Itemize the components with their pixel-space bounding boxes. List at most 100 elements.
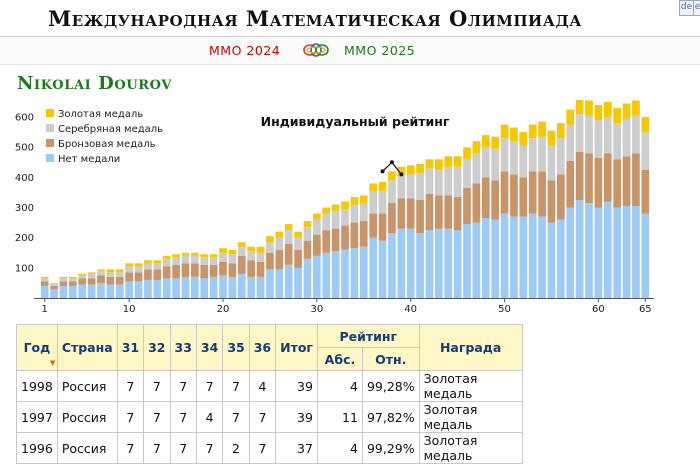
- bar-segment: [200, 264, 209, 279]
- bar-segment: [388, 180, 396, 203]
- participant-rank-point: [389, 160, 394, 165]
- bar-segment: [275, 249, 284, 270]
- bar-segment: [172, 278, 180, 298]
- bar-segment: [641, 169, 650, 214]
- bar-segment: [331, 228, 340, 252]
- bar-segment: [557, 174, 565, 220]
- bar-segment: [294, 249, 302, 268]
- table-row: 1997 Россия 7 7 7 4 7 7 39 11 97,82% Зол…: [16, 401, 523, 433]
- bar-segment: [209, 254, 218, 258]
- bar-segment: [162, 258, 171, 267]
- bar-segment: [491, 180, 500, 220]
- bar-segment: [463, 224, 471, 298]
- score-cell: 7: [195, 370, 224, 402]
- x-tick-label: 10: [123, 304, 136, 315]
- bar-segment: [331, 204, 340, 211]
- bar-segment: [322, 207, 331, 214]
- country-link[interactable]: Россия: [56, 370, 118, 402]
- language-en-button[interactable]: e: [693, 0, 700, 16]
- col-problem-36[interactable]: 36: [248, 324, 277, 371]
- language-de-button[interactable]: de: [679, 0, 694, 16]
- bar-segment: [341, 249, 349, 298]
- bar-segment: [491, 136, 500, 149]
- bar-segment: [622, 156, 631, 207]
- rank-rel-cell: 97,82%: [361, 401, 420, 433]
- col-problem-34[interactable]: 34: [195, 324, 224, 371]
- prev-olympiad-link[interactable]: ММО 2024: [209, 43, 281, 58]
- col-country[interactable]: Страна: [56, 324, 118, 371]
- bar-segment: [369, 190, 378, 214]
- country-link[interactable]: Россия: [56, 432, 118, 464]
- bar-segment: [481, 135, 490, 148]
- bar-segment: [557, 219, 565, 298]
- year-link[interactable]: 1997: [16, 401, 58, 433]
- bar-segment: [162, 255, 171, 259]
- x-tick-label: 65: [639, 304, 652, 315]
- bar-segment: [237, 242, 246, 247]
- imo-logo-icon[interactable]: [303, 42, 329, 62]
- bar-segment: [350, 196, 359, 205]
- col-award[interactable]: Награда: [418, 324, 523, 371]
- bar-segment: [172, 257, 180, 265]
- bar-segment: [181, 255, 190, 264]
- bar-segment: [359, 246, 368, 298]
- legend-label: Нет медали: [58, 154, 120, 165]
- bar-segment: [575, 199, 584, 298]
- award-cell: Золотая медаль: [418, 401, 523, 433]
- bar-segment: [144, 269, 152, 280]
- next-olympiad-link[interactable]: ММО 2025: [344, 43, 416, 58]
- rank-rel-cell: 99,29%: [361, 432, 420, 464]
- col-total[interactable]: Итог: [275, 324, 318, 371]
- bar-segment: [69, 281, 77, 286]
- bar-segment: [538, 171, 546, 217]
- col-rating-rel[interactable]: Отн.: [361, 347, 420, 371]
- col-problem-32[interactable]: 32: [143, 324, 171, 371]
- bar-segment: [181, 263, 190, 277]
- olympiad-nav: ММО 2024 ММО 2025: [0, 37, 700, 65]
- bar-segment: [125, 272, 134, 282]
- bar-segment: [191, 276, 199, 298]
- bar-segment: [237, 273, 246, 298]
- bar-segment: [406, 165, 415, 175]
- bar-segment: [40, 276, 49, 279]
- bar-segment: [547, 145, 556, 181]
- year-link[interactable]: 1996: [16, 432, 58, 464]
- bar-segment: [50, 282, 58, 286]
- bar-segment: [388, 233, 396, 298]
- bar-segment: [106, 284, 115, 298]
- bar-segment: [350, 248, 359, 298]
- bar-segment: [463, 187, 471, 225]
- bar-segment: [59, 285, 68, 298]
- bar-segment: [397, 228, 406, 298]
- bar-segment: [453, 156, 462, 167]
- bar-segment: [350, 222, 359, 249]
- bar-segment: [397, 175, 406, 199]
- bar-segment: [153, 269, 162, 280]
- bar-segment: [453, 196, 462, 231]
- bar-segment: [613, 159, 622, 208]
- bar-segment: [416, 233, 424, 298]
- col-problem-35[interactable]: 35: [222, 324, 250, 371]
- bar-segment: [406, 198, 415, 229]
- bar-segment: [181, 276, 190, 298]
- bar-segment: [585, 153, 593, 203]
- bar-segment: [594, 120, 603, 158]
- bar-segment: [463, 147, 471, 160]
- year-link[interactable]: 1998: [16, 370, 58, 402]
- bar-segment: [547, 130, 556, 146]
- bar-segment: [294, 237, 302, 250]
- score-cell: 4: [248, 370, 277, 402]
- bar-segment: [97, 270, 105, 276]
- x-tick-label: 30: [310, 304, 323, 315]
- col-rating-abs[interactable]: Абс.: [316, 347, 363, 371]
- col-problem-33[interactable]: 33: [169, 324, 197, 371]
- score-cell: 7: [116, 432, 145, 464]
- bar-segment: [144, 279, 152, 298]
- bar-segment: [510, 141, 518, 175]
- col-problem-31[interactable]: 31: [116, 324, 145, 371]
- col-year[interactable]: Год ▼: [16, 324, 58, 371]
- bar-segment: [519, 145, 528, 178]
- individual-rating-chart: 100 200 300 400 500 600 1 10 20 30 40 50 60 65 Индивид…: [14, 98, 694, 315]
- country-link[interactable]: Россия: [56, 401, 118, 433]
- bar-segment: [585, 115, 593, 154]
